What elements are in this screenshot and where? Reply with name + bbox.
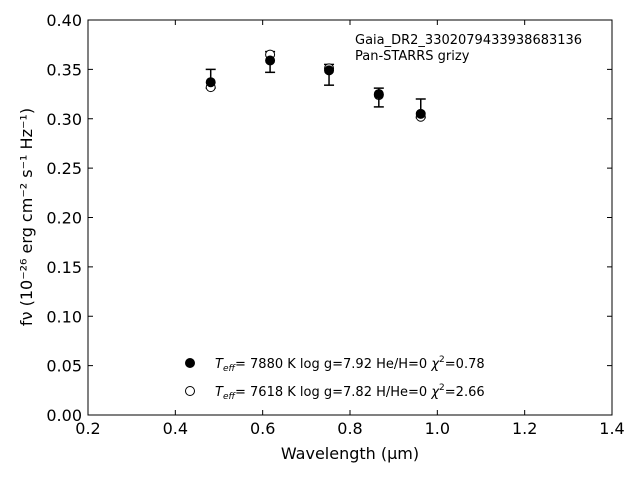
- annotation-object-id: Gaia_DR2_3302079433938683136: [355, 33, 582, 48]
- legend-marker-filled: [185, 358, 195, 368]
- y-tick-label: 0.30: [46, 110, 82, 129]
- annotation-survey: Pan-STARRS grizy: [355, 49, 470, 64]
- y-tick-label: 0.00: [46, 406, 82, 425]
- x-tick-label: 0.2: [75, 419, 100, 438]
- y-tick-label: 0.20: [46, 209, 82, 228]
- x-tick-label: 1.2: [512, 419, 537, 438]
- point-model-1: [373, 89, 384, 100]
- y-axis-title: fν (10⁻²⁶ erg cm⁻² s⁻¹ Hz⁻¹): [17, 108, 36, 326]
- y-tick-label: 0.35: [46, 60, 82, 79]
- x-tick-label: 0.6: [250, 419, 275, 438]
- data-points: [205, 49, 426, 122]
- point-model-1: [205, 77, 216, 88]
- x-axis-title: Wavelength (μm): [281, 444, 419, 463]
- y-tick-label: 0.40: [46, 11, 82, 30]
- legend: Teff= 7880 K log g=7.92 He/H=0 χ2=0.78 T…: [185, 355, 485, 402]
- legend-entry-1: Teff= 7880 K log g=7.92 He/H=0 χ2=0.78: [215, 355, 485, 374]
- y-tick-label: 0.10: [46, 307, 82, 326]
- legend-marker-open: [185, 386, 195, 396]
- x-tick-label: 1.0: [425, 419, 450, 438]
- point-model-1: [265, 55, 276, 66]
- point-model-1: [415, 108, 426, 119]
- x-tick-label: 1.4: [599, 419, 624, 438]
- point-model-1: [324, 65, 335, 76]
- y-tick-label: 0.25: [46, 159, 82, 178]
- y-tick-label: 0.15: [46, 258, 82, 277]
- legend-entry-2: Teff= 7618 K log g=7.82 H/He=0 χ2=2.66: [215, 383, 485, 402]
- plot-area: [87, 19, 613, 416]
- x-tick-label: 0.4: [163, 419, 188, 438]
- x-tick-label: 0.8: [337, 419, 362, 438]
- y-tick-label: 0.05: [46, 357, 82, 376]
- axis-ticks: 0.2 0.4 0.6 0.8 1.0 1.2 1.4 0.00 0.05 0.10 0.15 0.2…: [46, 11, 624, 438]
